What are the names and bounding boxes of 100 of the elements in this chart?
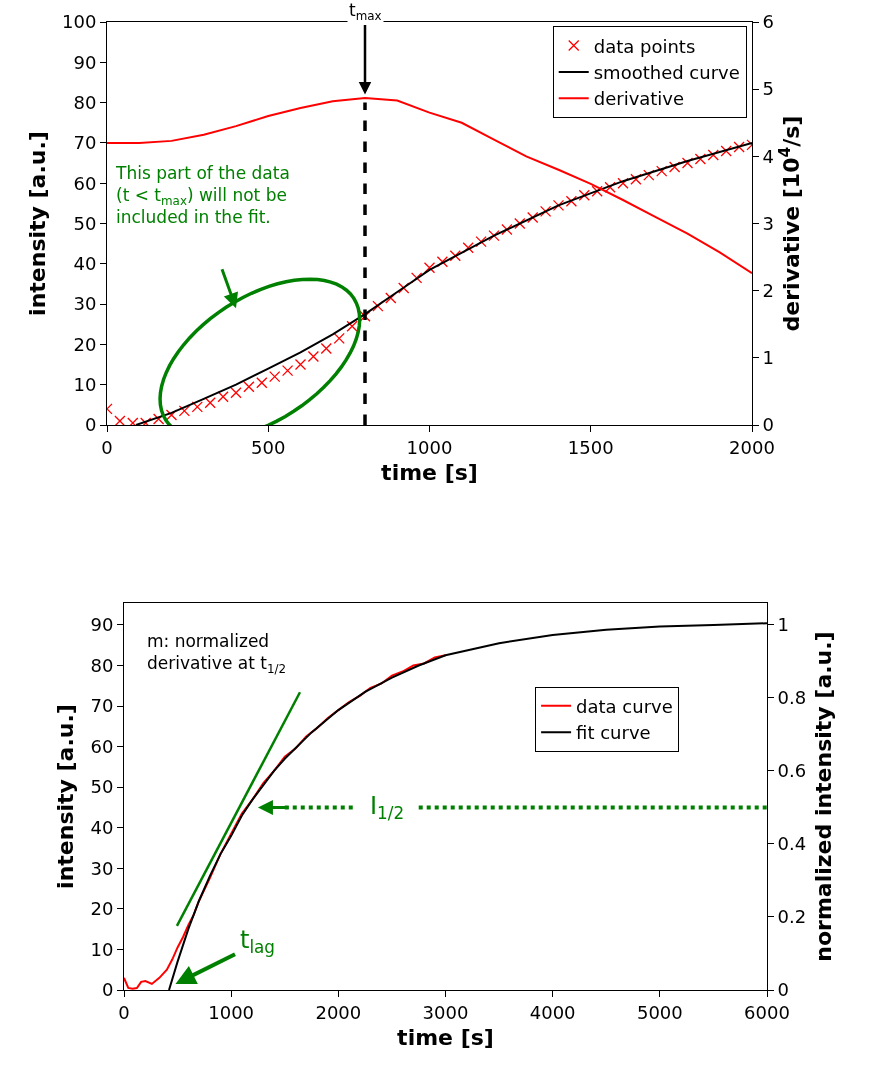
point <box>617 177 629 189</box>
y2-tick-label: 4 <box>762 145 775 167</box>
y-tick-label: 80 <box>90 654 114 676</box>
y-tick-label: 30 <box>90 857 114 879</box>
y-tick-label: 10 <box>90 938 114 960</box>
y-tick-label: 20 <box>73 333 97 355</box>
y-tick-label: 70 <box>73 132 97 154</box>
point <box>281 364 294 377</box>
annotation: This part of the data (t < t$_{max}$) will not be included in the fit. <box>115 163 290 228</box>
point <box>436 256 449 268</box>
point <box>475 235 487 248</box>
point <box>681 157 694 169</box>
line-series <box>124 654 447 990</box>
y-tick-label: 40 <box>73 253 97 275</box>
point <box>578 189 590 201</box>
x-tick-label: 4000 <box>529 1001 576 1023</box>
x-tick-label: 500 <box>251 436 286 458</box>
point <box>359 310 371 322</box>
y-tick-label: 70 <box>90 695 114 717</box>
y2-tick-label: 1 <box>762 347 775 369</box>
y2-tick-label: 0 <box>762 414 775 436</box>
y2-tick-label: 0.8 <box>777 687 807 709</box>
y2-tick-label: 3 <box>762 212 775 234</box>
point <box>733 141 745 153</box>
y-tick-label: 40 <box>90 817 114 839</box>
point <box>514 217 526 230</box>
y-tick-label: 50 <box>90 776 114 798</box>
point <box>656 165 668 177</box>
y2-tick-label: 2 <box>762 279 775 301</box>
x-tick-label: 1000 <box>208 1001 255 1023</box>
x-tick-label: 1500 <box>567 436 614 458</box>
legend-label: data points <box>593 35 696 57</box>
annotation: I$_{1/2}$ <box>370 792 405 824</box>
point <box>333 332 345 344</box>
y2-tick-label: 1 <box>777 614 790 636</box>
y2-tick-label: 5 <box>762 78 775 100</box>
x-tick-label: 2000 <box>315 1001 362 1023</box>
y2-tick-label: 6 <box>762 11 775 33</box>
y2-axis-title: normalized intensity [a.u.] <box>811 631 837 962</box>
x-tick-label: 2000 <box>729 436 775 458</box>
point <box>217 391 229 403</box>
y-tick-label: 80 <box>73 91 97 113</box>
point <box>449 250 461 262</box>
point <box>488 229 500 242</box>
point <box>423 262 436 274</box>
x-tick-label: 0 <box>118 1001 130 1023</box>
y-tick-label: 0 <box>84 414 97 436</box>
point <box>552 199 565 212</box>
point <box>346 320 358 332</box>
y-axis-title: intensity [a.u.] <box>53 704 79 889</box>
point <box>591 185 603 197</box>
point <box>294 358 307 371</box>
point <box>501 223 513 236</box>
point <box>707 149 719 161</box>
point <box>204 397 216 409</box>
y-tick-label: 90 <box>73 51 97 73</box>
annotation: m: normalized derivative at t$_{1/2}$ <box>147 631 287 676</box>
y-tick-label: 90 <box>90 614 114 636</box>
point <box>720 145 732 157</box>
y-axis-title: intensity [a.u.] <box>24 131 50 316</box>
legend-label: fit curve <box>576 722 651 744</box>
x-tick-label: 3000 <box>422 1001 469 1023</box>
legend-label: data curve <box>576 695 673 717</box>
point <box>694 153 707 165</box>
point <box>643 169 655 181</box>
point <box>527 211 539 224</box>
y-tick-label: 60 <box>73 172 97 194</box>
legend-label: derivative <box>593 88 685 110</box>
point <box>178 405 191 417</box>
point <box>539 205 552 218</box>
x-axis-title: time [s] <box>397 1025 494 1051</box>
point <box>320 342 332 355</box>
y2-tick-label: 0.2 <box>777 906 807 928</box>
point <box>398 282 410 294</box>
x-tick-label: 6000 <box>744 1001 790 1023</box>
point <box>462 242 474 254</box>
x-tick-label: 1000 <box>406 436 453 458</box>
x-axis-title: time [s] <box>381 460 478 486</box>
y-tick-label: 10 <box>73 374 97 395</box>
y-tick-label: 0 <box>101 979 114 1001</box>
point <box>307 350 320 363</box>
point <box>604 181 616 193</box>
point <box>243 381 255 393</box>
y-tick-label: 20 <box>90 898 114 920</box>
y2-tick-label: 0 <box>777 979 790 1001</box>
y-tick-label: 50 <box>73 212 97 234</box>
y-tick-label: 60 <box>90 735 114 757</box>
y2-tick-label: 0.6 <box>777 760 807 782</box>
x-tick-label: 5000 <box>636 1001 683 1023</box>
legend-label: smoothed curve <box>593 61 740 83</box>
point <box>114 415 126 425</box>
point <box>230 387 242 399</box>
point <box>256 377 268 389</box>
point <box>269 370 281 383</box>
y2-tick-label: 0.4 <box>777 833 807 855</box>
point <box>191 401 203 413</box>
point <box>630 173 642 185</box>
y-tick-label: 100 <box>62 11 97 33</box>
point <box>165 409 178 421</box>
annotation: t$_{lag}$ <box>240 926 276 958</box>
